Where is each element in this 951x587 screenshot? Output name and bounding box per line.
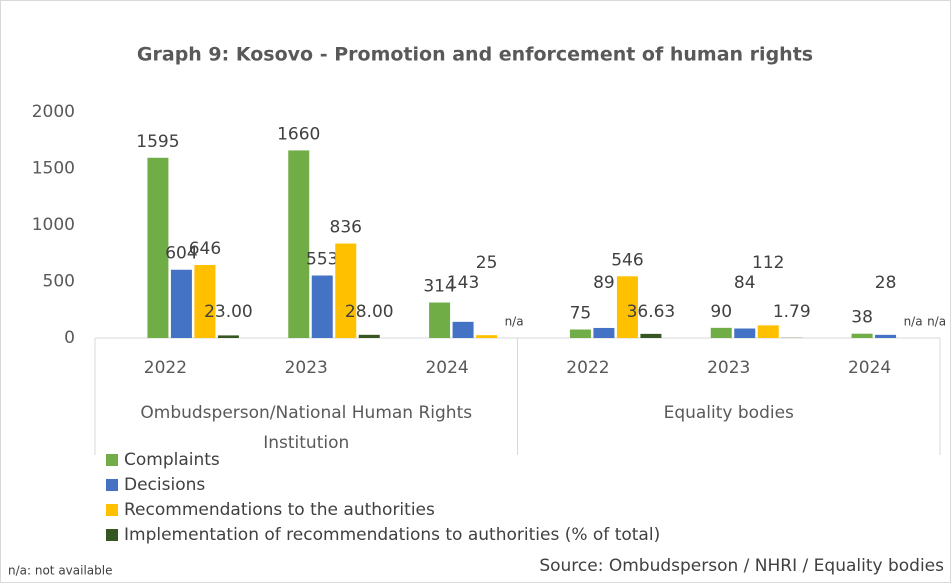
x-tick-label: 2023 [707,358,750,378]
data-label: 836 [330,218,362,238]
data-label: n/a [927,315,946,329]
source: Source: Ombudsperson / NHRI / Equality b… [539,556,944,576]
legend-swatch [106,529,118,541]
data-label: n/a [904,315,923,329]
x-tick-label: 2022 [144,358,187,378]
y-tick-label: 1000 [32,215,75,235]
data-label: 1.79 [773,302,811,322]
legend-swatch [106,504,118,516]
bar [734,329,755,338]
bar [875,335,896,338]
legend-swatch [106,479,118,491]
legend-label: Recommendations to the authorities [124,500,435,520]
data-label: 38 [851,308,873,328]
y-tick-label: 1500 [32,159,75,179]
data-label: 1660 [277,124,320,144]
bar [570,330,591,338]
x-tick-label: 2022 [566,358,609,378]
bar [218,335,239,338]
bar [429,303,450,338]
data-label: 36.63 [627,302,676,322]
legend-label: Decisions [124,475,205,495]
data-label: 25 [476,253,498,273]
data-label: 28 [875,273,897,293]
bar [640,334,661,338]
data-label: n/a [505,315,524,329]
data-label: 23.00 [204,302,253,322]
x-tick-label: 2024 [425,358,468,378]
data-label: 646 [189,239,221,259]
data-label: 90 [710,302,732,322]
data-label: 143 [447,273,479,293]
data-label: 553 [306,250,338,270]
bar [335,244,356,338]
x-tick-label: 2023 [285,358,328,378]
footnote: n/a: not available [8,564,113,578]
y-tick-label: 0 [64,328,75,348]
bar [312,276,333,338]
data-label: 89 [593,273,615,293]
bar [171,270,192,338]
bar [593,328,614,338]
group-label: Equality bodies [664,403,794,423]
data-label: 28.00 [345,302,394,322]
bar [476,335,497,338]
bar [453,322,474,338]
y-tick-label: 2000 [32,102,75,122]
data-label: 84 [734,273,756,293]
data-label: 1595 [136,132,179,152]
bar [359,335,380,338]
data-label: 546 [611,250,643,270]
legend-swatch [106,454,118,466]
y-tick-label: 500 [43,272,75,292]
bar [758,325,779,338]
legend-label: Complaints [124,450,220,470]
bar [852,334,873,338]
bar [711,328,732,338]
bar [288,150,309,338]
x-tick-label: 2024 [848,358,891,378]
data-label: 112 [752,253,784,273]
chart-title: Graph 9: Kosovo - Promotion and enforcem… [137,44,813,66]
data-label: 75 [570,304,592,324]
legend-label: Implementation of recommendations to aut… [124,525,660,545]
